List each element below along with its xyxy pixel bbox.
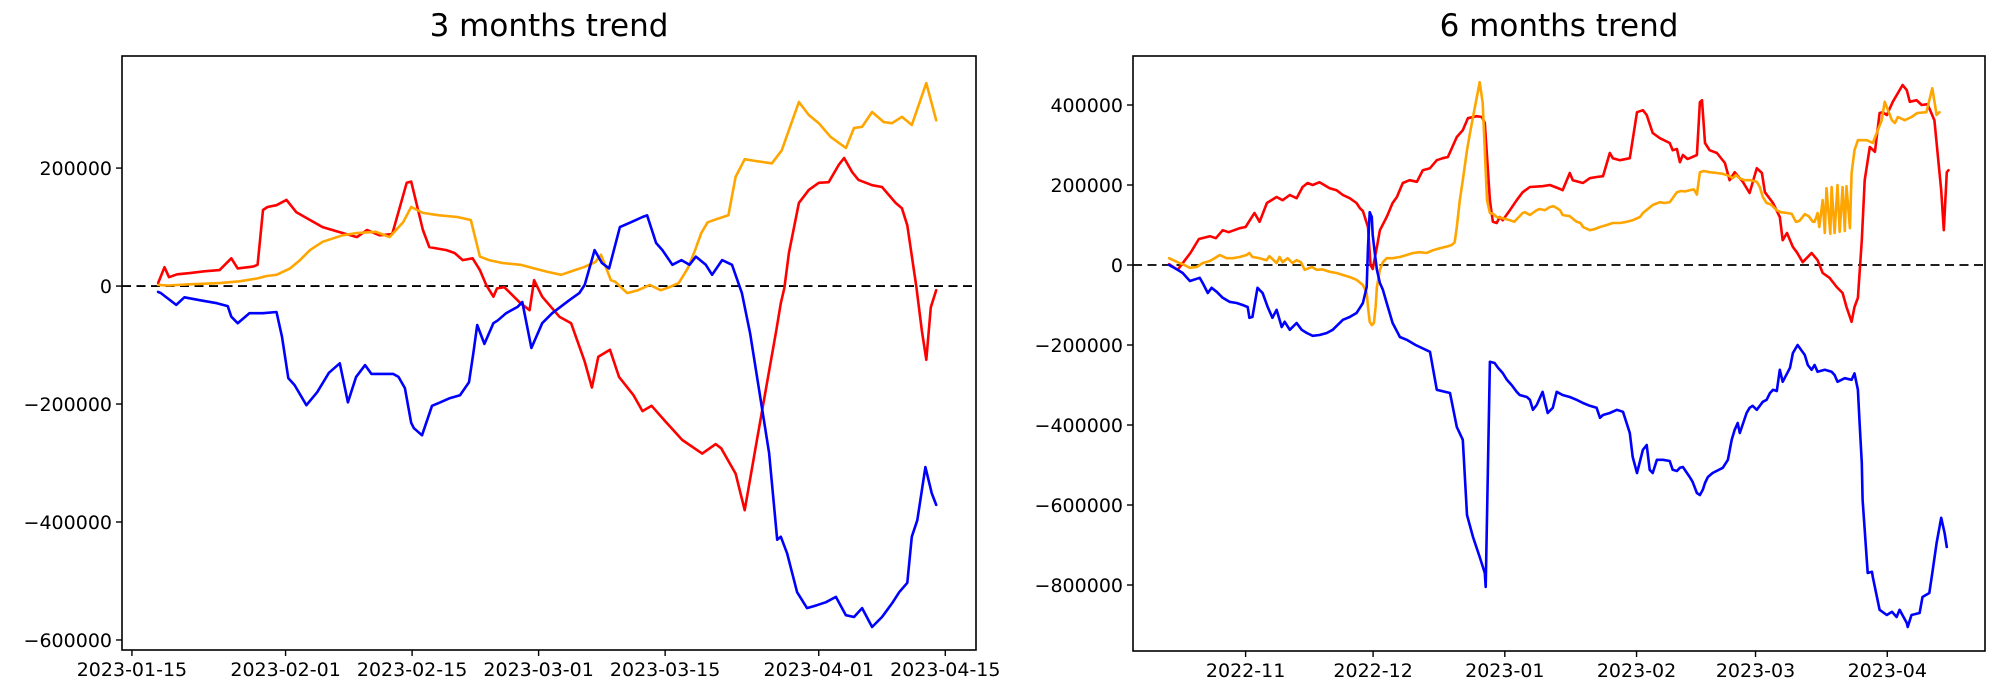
left-chart-line-red-series: [156, 156, 938, 512]
right-chart-y-tick-label: −400000: [1035, 415, 1123, 437]
left-chart-x-tick-label: 2023-01-15: [77, 659, 187, 681]
left-chart-title: 3 months trend: [429, 8, 669, 44]
left-chart-plot-border: [121, 55, 977, 651]
right-chart-y-tick-label: −200000: [1035, 335, 1123, 357]
right-chart-plot-border: [1132, 55, 1986, 652]
right-chart-x-tick-label: 2022-12: [1333, 660, 1412, 682]
right-chart-x-tick-label: 2023-04: [1848, 660, 1927, 682]
left-chart-y-tick-label: −600000: [24, 630, 112, 652]
left-chart-x-tick-label: 2023-03-01: [483, 659, 593, 681]
right-chart-title: 6 months trend: [1439, 8, 1679, 44]
left-chart-x-tick-label: 2023-02-01: [230, 659, 340, 681]
right-chart-y-tick-label: −600000: [1035, 495, 1123, 517]
left-chart-x-tick-label: 2023-02-15: [357, 659, 467, 681]
right-chart-y-tick-label: 200000: [1050, 175, 1123, 197]
left-chart-x-tick-label: 2023-03-15: [610, 659, 720, 681]
left-chart-x-tick-label: 2023-04-01: [764, 659, 874, 681]
left-chart-y-tick-label: 0: [100, 276, 112, 298]
left-chart-x-tick-label: 2023-04-15: [890, 659, 1000, 681]
right-chart-y-tick-label: 400000: [1050, 95, 1123, 117]
left-chart-y-tick-label: −200000: [24, 394, 112, 416]
right-chart-x-tick-label: 2023-01: [1465, 660, 1544, 682]
left-chart-y-tick-label: −400000: [24, 512, 112, 534]
right-chart-x-tick-label: 2022-11: [1206, 660, 1285, 682]
right-chart-x-tick-label: 2023-03: [1716, 660, 1795, 682]
right-chart-line-red-series: [1167, 83, 1950, 324]
right-chart-line-orange-series: [1167, 80, 1941, 327]
left-chart-y-tick-label: 200000: [39, 158, 112, 180]
left-chart-line-orange-series: [156, 81, 938, 295]
right-chart-y-tick-label: 0: [1111, 255, 1123, 277]
left-chart-line-blue-series: [156, 214, 938, 629]
right-chart-x-tick-label: 2023-02: [1597, 660, 1676, 682]
right-chart-y-tick-label: −800000: [1035, 575, 1123, 597]
right-chart-line-blue-series: [1167, 210, 1949, 629]
